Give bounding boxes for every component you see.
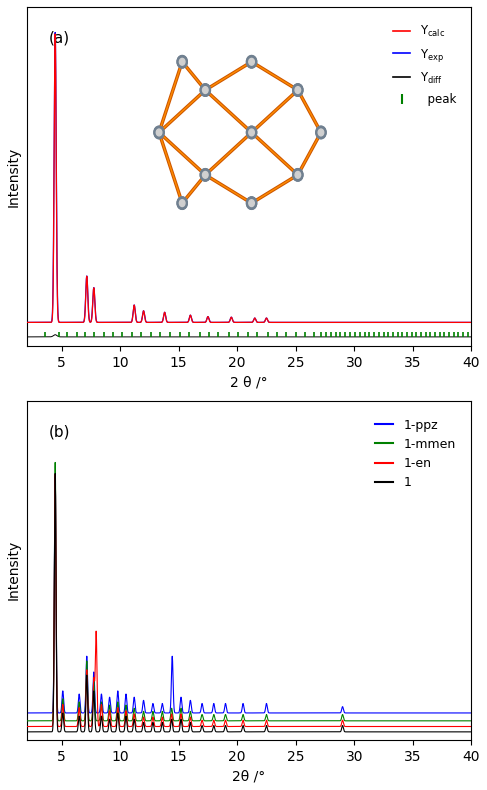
- X-axis label: 2 θ /°: 2 θ /°: [230, 375, 268, 389]
- Y-axis label: Intensity: Intensity: [7, 540, 21, 600]
- Legend: Y$_\mathregular{calc}$, Y$_\mathregular{exp}$, Y$_\mathregular{diff}$,   peak: Y$_\mathregular{calc}$, Y$_\mathregular{…: [388, 20, 461, 111]
- Y-axis label: Intensity: Intensity: [7, 146, 21, 207]
- X-axis label: 2θ /°: 2θ /°: [232, 769, 265, 783]
- Text: (a): (a): [49, 31, 70, 46]
- Legend: 1-ppz, 1-mmen, 1-en, 1: 1-ppz, 1-mmen, 1-en, 1: [370, 414, 461, 495]
- Text: (b): (b): [49, 424, 70, 439]
